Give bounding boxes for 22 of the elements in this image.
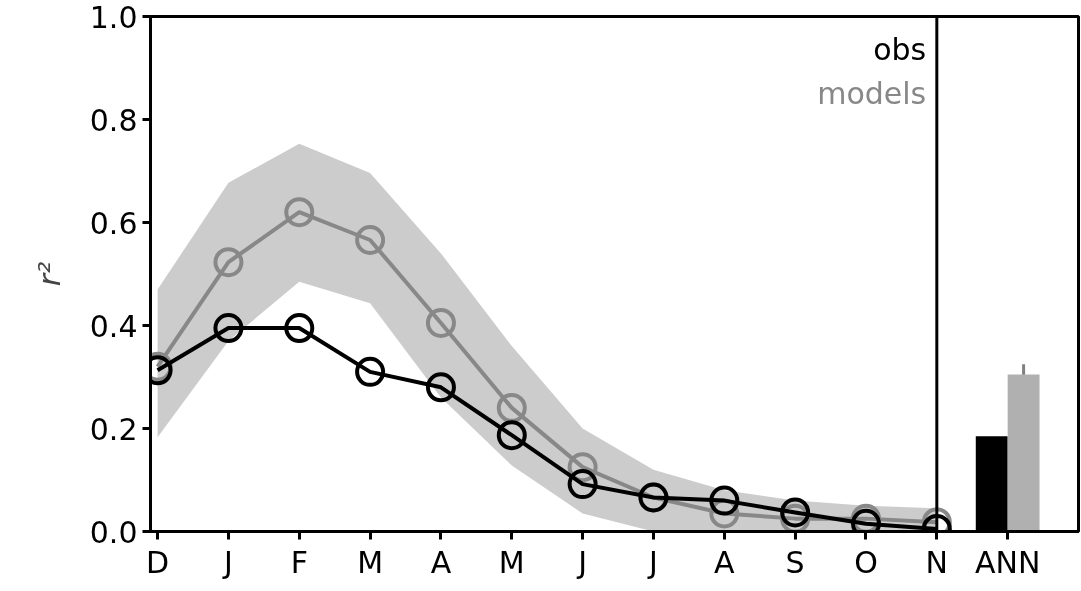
x-tick-label: D [146,544,170,580]
y-tick-label: 0.2 [89,411,138,447]
y-tick-label: 0.0 [89,514,138,550]
x-tick-label: J [576,544,588,580]
y-axis-title: r² [31,261,67,287]
x-tick-label: S [785,544,805,580]
text: models [817,75,927,111]
x-tick-label: ANN [974,544,1041,580]
x-tick-label: A [430,544,452,580]
x-tick-label: A [714,544,736,580]
x-tick-label: M [357,544,384,580]
x-tick-label: M [498,544,525,580]
x-tick-label: O [854,544,878,580]
x-tick-label: J [647,544,658,580]
x-tick-label: N [925,544,949,580]
y-tick-label: 0.4 [89,308,138,344]
y-tick-label: 0.6 [89,205,138,241]
x-tick-label: F [290,544,308,580]
x-tick-label: J [222,544,233,580]
y-tick-label: 1.0 [89,0,138,35]
text: obs [873,31,927,67]
y-tick-label: 0.8 [89,102,138,138]
